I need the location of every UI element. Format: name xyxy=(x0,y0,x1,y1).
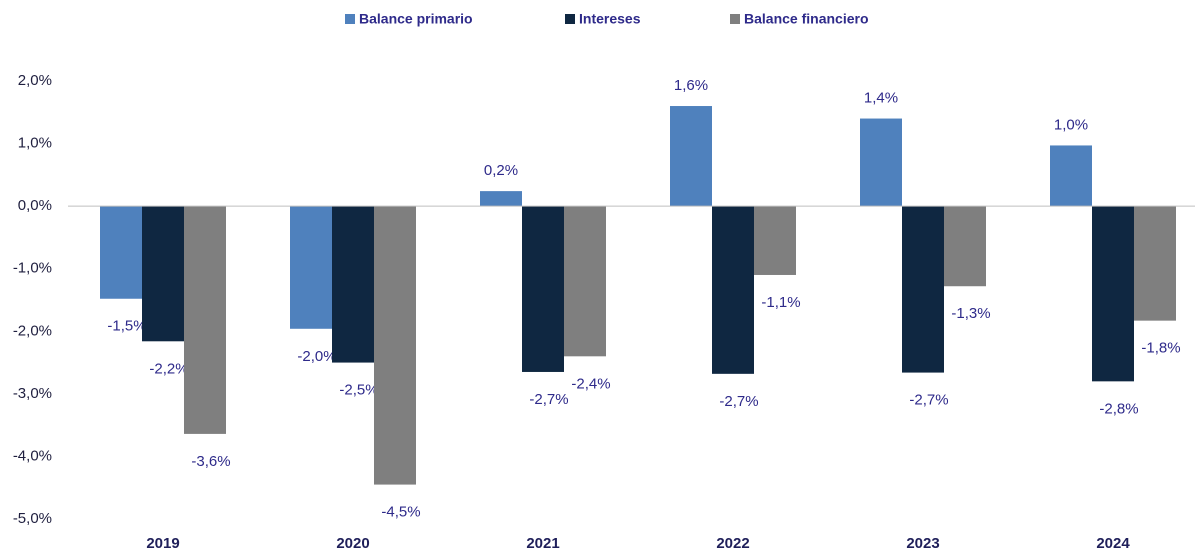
data-label: -4,5% xyxy=(381,504,420,521)
bar xyxy=(754,206,796,275)
y-tick-label: -5,0% xyxy=(13,510,52,527)
data-label: 0,2% xyxy=(484,162,518,179)
data-label: -2,7% xyxy=(529,391,568,408)
data-label: -2,2% xyxy=(149,360,188,377)
bar xyxy=(374,206,416,485)
bar xyxy=(522,206,564,372)
data-label: -1,1% xyxy=(761,294,800,311)
data-label: -2,0% xyxy=(297,348,336,365)
y-tick-label: -3,0% xyxy=(13,385,52,402)
data-label: -2,7% xyxy=(719,393,758,410)
bar xyxy=(1092,206,1134,382)
legend-swatch xyxy=(730,14,740,24)
data-label: -3,6% xyxy=(191,453,230,470)
bar xyxy=(480,191,522,207)
bar xyxy=(860,118,902,207)
bar xyxy=(100,206,142,299)
bar xyxy=(1050,145,1092,207)
x-tick-label: 2022 xyxy=(716,535,749,551)
bar xyxy=(142,206,184,342)
y-tick-label: 0,0% xyxy=(18,197,52,214)
bar xyxy=(564,206,606,357)
legend-swatch xyxy=(565,14,575,24)
data-label: -2,4% xyxy=(571,375,610,392)
data-label: -2,7% xyxy=(909,392,948,409)
legend-swatch xyxy=(345,14,355,24)
x-tick-label: 2020 xyxy=(336,535,369,551)
legend-label: Balance financiero xyxy=(744,11,869,27)
x-tick-label: 2019 xyxy=(146,535,179,551)
bar xyxy=(184,206,226,434)
y-tick-label: -2,0% xyxy=(13,322,52,339)
data-label: -1,3% xyxy=(951,305,990,322)
x-tick-label: 2024 xyxy=(1096,535,1130,551)
data-label: 1,4% xyxy=(864,90,898,107)
bar xyxy=(944,206,986,287)
x-tick-label: 2021 xyxy=(526,535,559,551)
data-label: -1,5% xyxy=(107,318,146,335)
bar xyxy=(1134,206,1176,321)
data-label: 1,6% xyxy=(674,77,708,94)
data-label: -2,8% xyxy=(1099,400,1138,417)
y-tick-label: -4,0% xyxy=(13,447,52,464)
data-label: -1,8% xyxy=(1141,340,1180,357)
data-label: -2,5% xyxy=(339,382,378,399)
bar xyxy=(670,106,712,207)
legend-label: Balance primario xyxy=(359,11,473,27)
bar xyxy=(902,206,944,373)
y-tick-label: -1,0% xyxy=(13,260,52,277)
x-tick-label: 2023 xyxy=(906,535,939,551)
bar xyxy=(712,206,754,374)
y-tick-label: 2,0% xyxy=(18,72,52,89)
bar xyxy=(332,206,374,363)
bar xyxy=(290,206,332,329)
data-label: 1,0% xyxy=(1054,116,1088,133)
y-tick-label: 1,0% xyxy=(18,135,52,152)
legend-label: Intereses xyxy=(579,11,641,27)
